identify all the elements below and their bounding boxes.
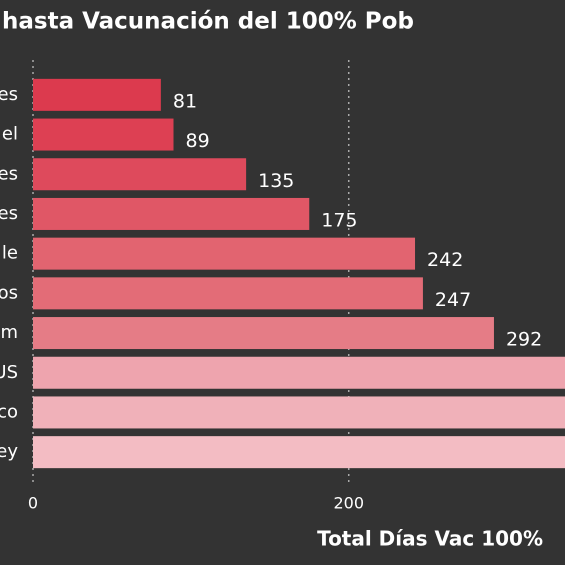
value-label: 135 bbox=[258, 170, 294, 192]
y-tick-label: es bbox=[0, 163, 18, 184]
chart-title: hasta Vacunación del 100% Pob bbox=[2, 9, 414, 35]
bar bbox=[33, 356, 565, 389]
y-tick-label: es bbox=[0, 84, 18, 105]
value-label: 242 bbox=[427, 249, 463, 271]
bar bbox=[33, 237, 416, 270]
bar bbox=[33, 158, 247, 191]
y-tick-label: m bbox=[0, 322, 18, 343]
bar bbox=[33, 436, 565, 469]
x-tick-label: 0 bbox=[28, 494, 38, 513]
y-tick-label: el bbox=[2, 124, 18, 145]
y-tick-label: co bbox=[0, 401, 18, 422]
y-tick-label: os bbox=[0, 282, 18, 303]
y-tick-label: es bbox=[0, 203, 18, 224]
bar bbox=[33, 118, 174, 151]
value-label: 81 bbox=[173, 90, 197, 112]
value-label: 89 bbox=[185, 130, 209, 152]
x-axis-label: Total Días Vac 100% bbox=[317, 527, 543, 551]
bar bbox=[33, 396, 565, 429]
value-label: 175 bbox=[321, 209, 357, 231]
bar bbox=[33, 277, 423, 310]
bar bbox=[33, 317, 494, 350]
value-label: 292 bbox=[506, 329, 542, 351]
y-tick-label: ey bbox=[0, 441, 18, 462]
x-tick-label: 200 bbox=[333, 494, 364, 513]
bar bbox=[33, 78, 161, 111]
y-tick-label: le bbox=[2, 243, 18, 264]
value-label: 247 bbox=[435, 289, 471, 311]
y-tick-label: US bbox=[0, 362, 18, 383]
bar bbox=[33, 197, 310, 230]
